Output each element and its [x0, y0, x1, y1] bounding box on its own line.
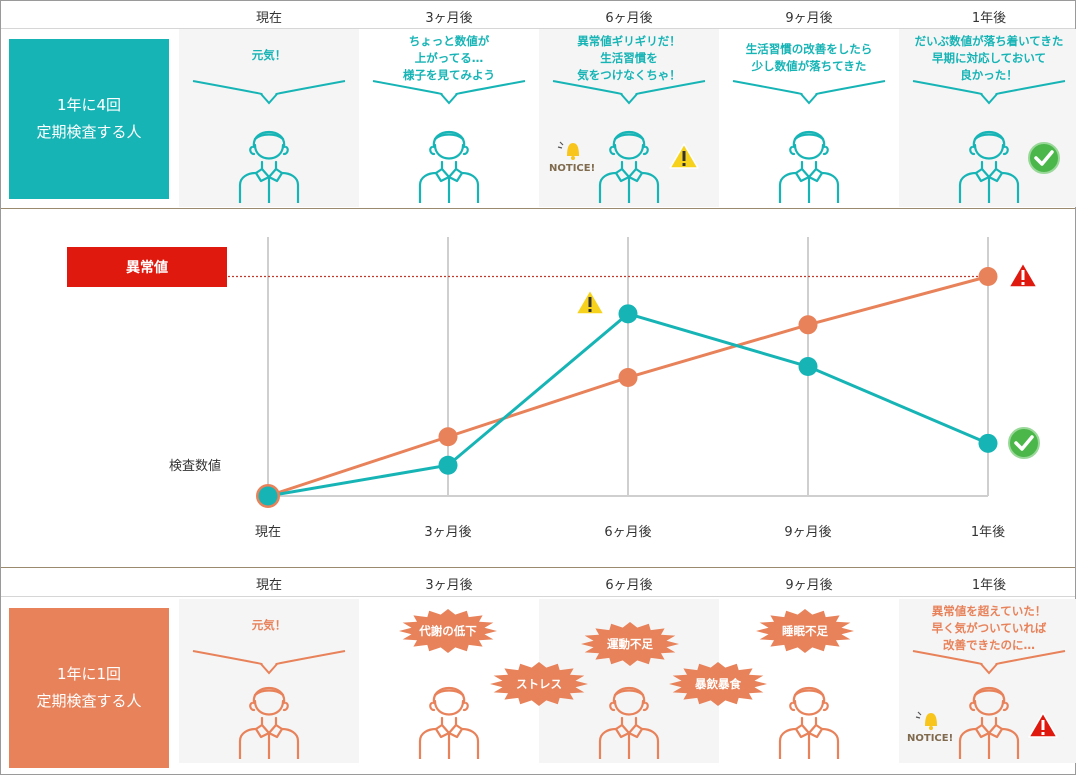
threshold-label: 異常値 [67, 247, 227, 287]
x-tick-label: 1年後 [970, 525, 1006, 540]
speech-bubble [192, 80, 346, 105]
line-chart: 異常値 検査数値 現在 3ヶ月後 6ヶ月後 9ヶ月後 1年後 [1, 209, 1075, 567]
burst-shape [490, 662, 588, 706]
person-icon [778, 687, 840, 759]
data-point [798, 315, 818, 335]
data-point [978, 433, 998, 453]
ok-marker [1027, 141, 1061, 179]
speech-text: 異常値を超えていた！ 早く気がついていれば 改善できたのに… [931, 604, 1047, 652]
speech-bubble [552, 80, 706, 105]
bell-icon [915, 711, 937, 730]
symptom-burst: 運動不足 [580, 621, 680, 667]
warning-icon [1008, 261, 1038, 288]
burst-text: 代謝の低下 [419, 624, 477, 638]
person-icon [958, 687, 1020, 759]
burst-shape [399, 609, 497, 653]
person-icon [778, 131, 840, 203]
warning-icon [669, 143, 699, 169]
data-point [618, 367, 638, 387]
y-axis-label: 検査数値 [169, 459, 222, 474]
group-label-bottom: 1年に1回 定期検査する人 [9, 608, 169, 768]
person-icon [418, 131, 480, 203]
notice-text: NOTICE! [907, 733, 954, 744]
data-point [618, 304, 638, 324]
person-icon [418, 687, 480, 759]
bell-icon [557, 141, 579, 160]
alert-marker [1007, 261, 1039, 293]
divider [1, 208, 1075, 209]
column-header: 現在 [255, 11, 282, 26]
column-header: 1年後 [971, 11, 1007, 26]
burst-text: 睡眠不足 [782, 624, 828, 638]
person-icon [598, 131, 660, 203]
burst-shape [669, 662, 767, 706]
group-label-text: 1年に1回 定期検査する人 [36, 665, 142, 710]
timeline-card: 元気！ [179, 599, 359, 763]
column-header: 9ヶ月後 [785, 11, 833, 26]
burst-text: 暴飲暴食 [695, 677, 741, 691]
divider [1, 596, 1075, 597]
person-icon [598, 687, 660, 759]
speech-text: 生活習慣の改善をしたら 少し数値が落ちてきた [745, 42, 873, 73]
warning-icon [575, 289, 605, 315]
x-tick-label: 3ヶ月後 [424, 525, 472, 540]
check-icon [1008, 427, 1040, 460]
timeline-card: ちょっと数値が 上がってる… 様子を見てみよう [359, 29, 539, 207]
column-header: 3ヶ月後 [425, 11, 473, 26]
alert-marker [1027, 711, 1059, 743]
speech-bubble [372, 80, 526, 105]
speech-text: 異常値ギリギリだ！ 生活習慣を 気をつけなくちゃ！ [577, 34, 681, 82]
person-icon [238, 131, 300, 203]
burst-shape [581, 622, 679, 666]
data-point [438, 455, 458, 475]
burst-text: 運動不足 [607, 637, 653, 651]
column-header: 3ヶ月後 [425, 578, 473, 593]
warning-icon [1028, 712, 1058, 738]
column-header: 現在 [255, 578, 282, 593]
group-label-text: 1年に4回 定期検査する人 [36, 96, 142, 141]
symptom-burst: ストレス [489, 661, 589, 707]
timeline-card: 元気！ [179, 29, 359, 207]
column-header: 6ヶ月後 [605, 578, 653, 593]
chart-svg [228, 237, 998, 508]
data-point [798, 357, 818, 376]
speech-text: だいぶ数値が落ち着いてきた 早期に対応しておいて 良かった！ [914, 34, 1064, 82]
timeline-card: 異常値ギリギリだ！ 生活習慣を 気をつけなくちゃ！ [539, 29, 719, 207]
timeline-card: 生活習慣の改善をしたら 少し数値が落ちてきた [719, 29, 899, 207]
speech-bubble [912, 650, 1066, 675]
symptom-burst: 暴飲暴食 [668, 661, 768, 707]
data-point [258, 486, 278, 506]
speech-bubble [912, 80, 1066, 105]
speech-text: ちょっと数値が 上がってる… 様子を見てみよう [403, 34, 495, 82]
column-header: 9ヶ月後 [785, 578, 833, 593]
data-point [438, 427, 458, 447]
burst-shape [756, 609, 854, 653]
check-icon [1028, 142, 1060, 174]
x-tick-label: 9ヶ月後 [784, 525, 832, 540]
data-point [978, 267, 998, 287]
speech-text: 元気！ [251, 48, 287, 62]
group-label-top: 1年に4回 定期検査する人 [9, 39, 169, 199]
divider [1, 567, 1075, 568]
x-tick-label: 現在 [254, 525, 281, 540]
person-icon [238, 687, 300, 759]
symptom-burst: 睡眠不足 [755, 608, 855, 654]
warning-marker [668, 142, 700, 174]
person-icon [958, 131, 1020, 203]
divider [1, 28, 1075, 29]
timeline-card: だいぶ数値が落ち着いてきた 早期に対応しておいて 良かった！ [899, 29, 1076, 207]
column-header: 1年後 [971, 578, 1007, 593]
speech-bubble [192, 650, 346, 675]
warning-marker [574, 288, 606, 320]
speech-text: 元気！ [251, 618, 287, 632]
symptom-burst: 代謝の低下 [398, 608, 498, 654]
notice-text: NOTICE! [549, 163, 596, 174]
burst-text: ストレス [516, 677, 562, 691]
speech-bubble [732, 80, 886, 105]
column-header: 6ヶ月後 [605, 11, 653, 26]
x-tick-label: 6ヶ月後 [604, 525, 652, 540]
ok-marker [1007, 426, 1041, 464]
